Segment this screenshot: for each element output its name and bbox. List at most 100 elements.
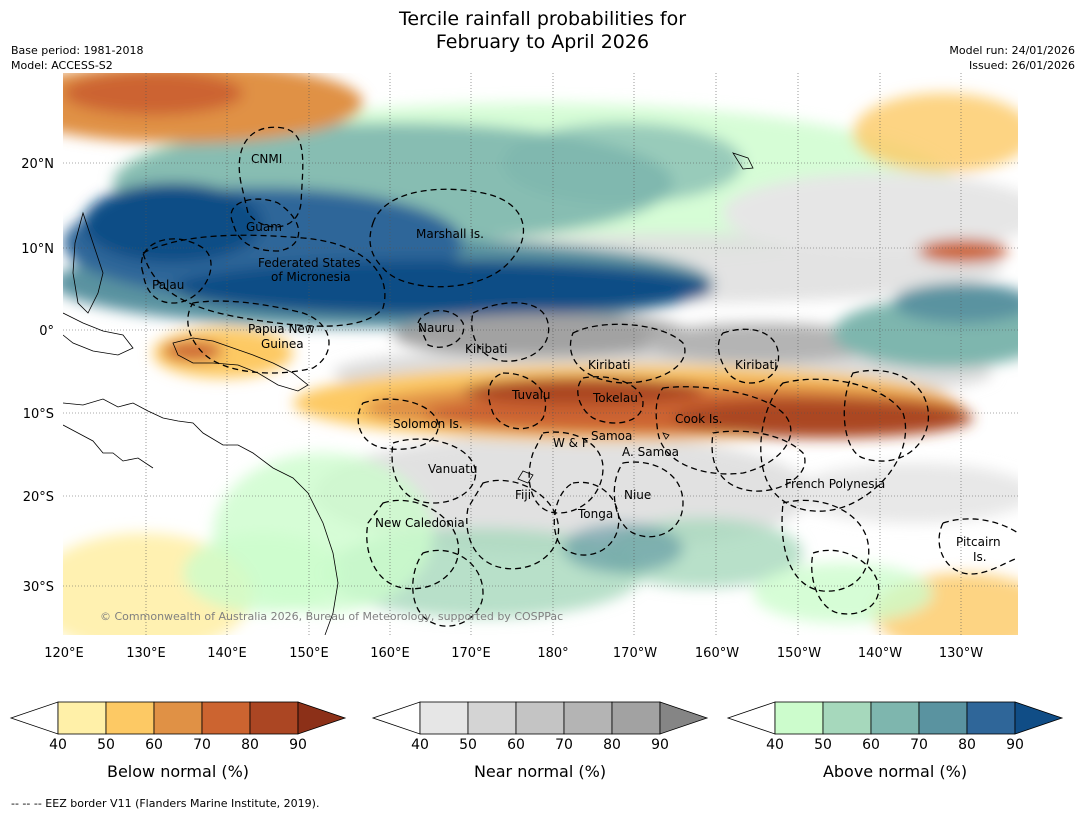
label-fsm-2: of Micronesia [271, 270, 351, 284]
label-palau: Palau [152, 278, 184, 292]
colorbar-tick: 60 [862, 737, 880, 753]
lat-tick-20s: 20°S [23, 490, 54, 505]
label-samoa: Samoa [591, 429, 632, 443]
label-kiribati-2: Kiribati [588, 358, 630, 372]
lat-tick-30s: 30°S [23, 580, 54, 595]
lon-tick-130w: 130°W [939, 646, 983, 661]
eez-legend-note: -- -- -- EEZ border V11 (Flanders Marine… [11, 797, 320, 810]
label-guam: Guam [246, 220, 282, 234]
lon-tick-160w: 160°W [695, 646, 739, 661]
label-kiribati-3: Kiribati [735, 358, 777, 372]
colorbar-tick: 60 [145, 737, 163, 753]
label-nauru: Nauru [418, 321, 454, 335]
colorbar-tick: 90 [651, 737, 669, 753]
label-fiji: Fiji [515, 488, 531, 502]
colorbar-segment [822, 701, 872, 735]
colorbars: 40 50 60 70 80 90 Below normal (%) 40 50 60 70 80 90… [9, 701, 1064, 781]
label-asamoa: A. Samoa [622, 445, 679, 459]
lon-tick-120e: 120°E [44, 646, 84, 661]
label-tokelau: Tokelau [592, 391, 638, 405]
colorbar-0: 40 50 60 70 80 90 Below normal (%) [9, 701, 347, 781]
colorbar-title: Above normal (%) [823, 762, 967, 781]
colorbar-tick: 60 [507, 737, 525, 753]
colorbar-under-arrow [9, 701, 59, 735]
label-vanuatu: Vanuatu [428, 462, 478, 476]
label-marshall: Marshall Is. [416, 227, 484, 241]
label-kiribati-1: Kiribati [465, 342, 507, 356]
colorbar-segment [611, 701, 661, 735]
colorbar-tick: 90 [289, 737, 307, 753]
colorbar-tick: 50 [814, 737, 832, 753]
label-pitcairn-2: Is. [973, 550, 987, 564]
meta-left: Base period: 1981-2018 Model: ACCESS-S2 [11, 43, 143, 73]
label-wf: W & F [553, 436, 589, 450]
lon-tick-170w: 170°W [613, 646, 657, 661]
colorbar-tick: 40 [411, 737, 429, 753]
colorbar-under-arrow [371, 701, 421, 735]
colorbar-segment [563, 701, 613, 735]
label-tuvalu: Tuvalu [511, 388, 551, 402]
label-pitcairn-1: Pitcairn [956, 535, 1001, 549]
colorbar-tick: 50 [459, 737, 477, 753]
label-fsm-1: Federated States [258, 256, 360, 270]
label-cnmi: CNMI [251, 152, 282, 166]
colorbar-segment [249, 701, 299, 735]
colorbar-segment [57, 701, 107, 735]
colorbar-over-arrow [659, 701, 709, 735]
issued-date: Issued: 26/01/2026 [968, 59, 1075, 72]
label-niue: Niue [624, 488, 651, 502]
map-title: Tercile rainfall probabilities for Febru… [0, 8, 1085, 54]
lat-tick-10n: 10°N [21, 242, 54, 257]
colorbar-segment [966, 701, 1016, 735]
colorbar-over-arrow [1014, 701, 1064, 735]
colorbar-tick: 70 [555, 737, 573, 753]
region-labels: CNMI Guam Marshall Is. Federated States … [152, 152, 1001, 564]
probability-field [63, 73, 1018, 635]
colorbar-tick: 80 [241, 737, 259, 753]
colorbar-segment [774, 701, 824, 735]
colorbar-tick: 80 [603, 737, 621, 753]
lat-tick-10s: 10°S [23, 407, 54, 422]
lon-tick-160e: 160°E [370, 646, 410, 661]
colorbar-segment [870, 701, 920, 735]
title-line-1: Tercile rainfall probabilities for [398, 8, 687, 30]
colorbar-tick: 70 [193, 737, 211, 753]
copyright-notice: © Commonwealth of Australia 2026, Bureau… [100, 610, 564, 623]
colorbar-2: 40 50 60 70 80 90 Above normal (%) [726, 701, 1064, 781]
lon-tick-150e: 150°E [289, 646, 329, 661]
label-png-1: Papua New [248, 322, 315, 336]
colorbar-title: Near normal (%) [474, 762, 606, 781]
lon-tick-150w: 150°W [777, 646, 821, 661]
meta-right: Model run: 24/01/2026 Issued: 26/01/2026 [949, 43, 1075, 73]
lon-tick-140e: 140°E [207, 646, 247, 661]
colorbar-tick: 90 [1006, 737, 1024, 753]
label-new-caledonia: New Caledonia [375, 516, 465, 530]
colorbar-title: Below normal (%) [107, 762, 249, 781]
colorbar-segment [467, 701, 517, 735]
lat-tick-0: 0° [39, 324, 54, 339]
colorbar-segment [918, 701, 968, 735]
colorbar-tick: 40 [49, 737, 67, 753]
colorbar-tick: 70 [910, 737, 928, 753]
lat-tick-20n: 20°N [21, 157, 54, 172]
colorbar-segment [105, 701, 155, 735]
label-french-polynesia: French Polynesia [785, 477, 885, 491]
latitude-ticks: 20°N 10°N 0° 10°S 20°S 30°S [21, 157, 54, 595]
colorbar-segment [201, 701, 251, 735]
colorbar-segment [153, 701, 203, 735]
colorbar-segment [515, 701, 565, 735]
label-cook: Cook Is. [675, 412, 722, 426]
label-solomon: Solomon Is. [393, 417, 463, 431]
base-period: Base period: 1981-2018 [11, 44, 144, 57]
lon-tick-180: 180° [537, 646, 568, 661]
lon-tick-140w: 140°W [858, 646, 902, 661]
label-tonga: Tonga [577, 507, 613, 521]
colorbar-tick: 80 [958, 737, 976, 753]
coastlines [63, 152, 754, 635]
eez-borders [140, 126, 1018, 627]
lon-tick-130e: 130°E [126, 646, 166, 661]
rainfall-map: CNMI Guam Marshall Is. Federated States … [63, 73, 1018, 635]
model-name: Model: ACCESS-S2 [11, 59, 113, 72]
colorbar-tick: 50 [97, 737, 115, 753]
